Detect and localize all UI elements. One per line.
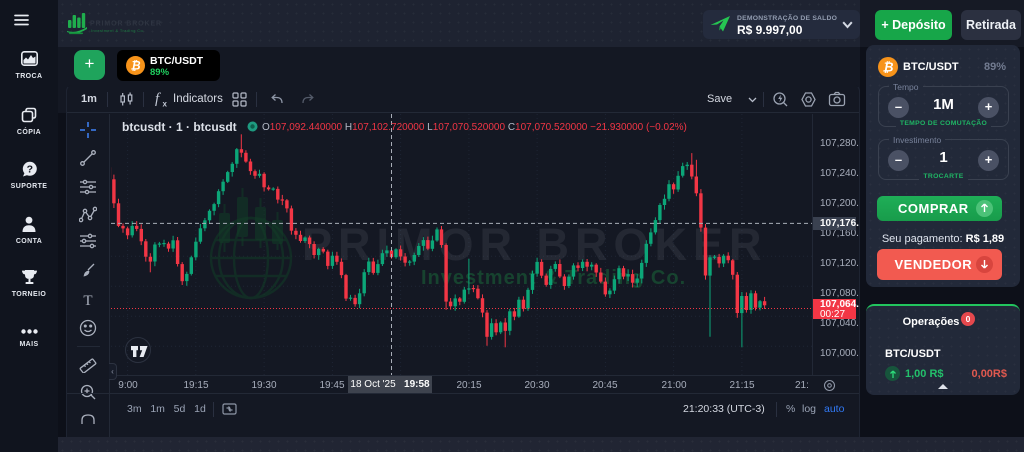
svg-text:₿: ₿ (130, 60, 140, 73)
svg-text:Investment & Trading Co.: Investment & Trading Co. (421, 267, 686, 289)
svg-text:f: f (155, 91, 161, 107)
svg-text:₿: ₿ (883, 61, 894, 75)
svg-text:?: ? (26, 164, 32, 176)
svg-text:Investment & Trading Co.: Investment & Trading Co. (91, 28, 145, 33)
svg-text:PRIMOR BROKER: PRIMOR BROKER (302, 219, 768, 270)
svg-text:PRIMOR BROKER: PRIMOR BROKER (90, 21, 162, 28)
svg-text:T: T (83, 293, 92, 309)
svg-text:x: x (163, 100, 168, 109)
